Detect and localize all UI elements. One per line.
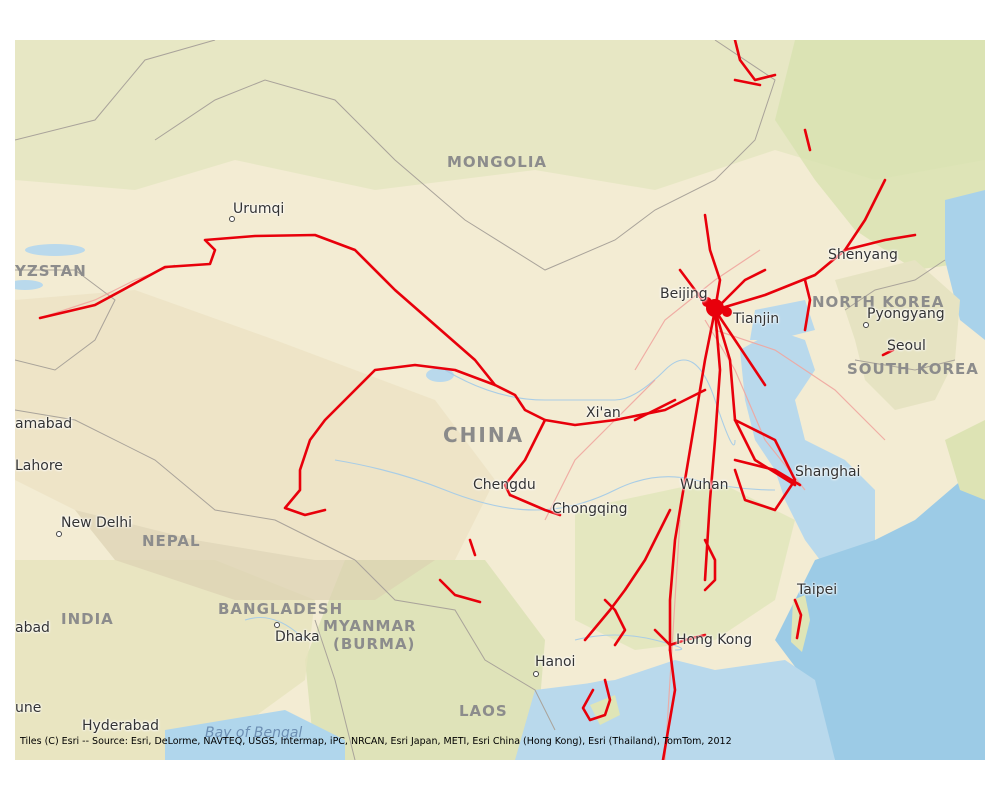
country-borders bbox=[15, 40, 956, 760]
label-chongqing: Chongqing bbox=[552, 501, 628, 517]
land-green-india bbox=[15, 560, 315, 760]
city-dot-hanoi bbox=[533, 671, 539, 677]
route-fujian bbox=[703, 538, 717, 592]
land-japan bbox=[945, 420, 985, 500]
land-green-manchuria bbox=[775, 40, 985, 270]
label-chengdu: Chengdu bbox=[473, 477, 536, 493]
land-korea bbox=[835, 260, 960, 410]
label-urumqi: Urumqi bbox=[233, 201, 285, 217]
label-dhaka: Dhaka bbox=[275, 629, 320, 645]
route-wuhan-west bbox=[633, 398, 677, 422]
label-mongolia: MONGOLIA bbox=[447, 153, 548, 171]
label-pyongyang: Pyongyang bbox=[867, 306, 945, 322]
label-nepal: NEPAL bbox=[142, 532, 201, 550]
city-dot-new-delhi bbox=[56, 531, 62, 537]
label-laos: LAOS bbox=[459, 702, 508, 720]
route-harbin-2 bbox=[733, 78, 762, 87]
label-wuhan: Wuhan bbox=[680, 477, 729, 493]
route-dalian bbox=[803, 278, 812, 332]
label-bangladesh: BANGLADESH bbox=[218, 600, 344, 618]
route-shenyang bbox=[713, 178, 887, 312]
route-shanghai-2 bbox=[733, 458, 802, 487]
label-myanmar: MYANMAR bbox=[323, 617, 417, 635]
route-qinghai bbox=[283, 363, 497, 517]
label-india: INDIA bbox=[61, 610, 114, 628]
lake-issyk bbox=[15, 280, 43, 290]
label-islamabad: amabad bbox=[15, 416, 73, 432]
route-xinjiang bbox=[38, 233, 497, 387]
routes-main bbox=[38, 40, 917, 760]
route-hk bbox=[653, 628, 707, 647]
terrain-himalaya bbox=[75, 510, 435, 600]
route-harbin bbox=[733, 40, 777, 82]
label-abad: abad bbox=[15, 620, 50, 636]
label-pune: une bbox=[15, 700, 42, 716]
route-guangxi bbox=[603, 598, 627, 647]
label-hyderabad: Hyderabad bbox=[82, 718, 159, 734]
land-green-indochina bbox=[305, 560, 545, 760]
terrain-tibet bbox=[15, 290, 495, 560]
label-lahore: Lahore bbox=[15, 458, 63, 474]
label-china: CHINA bbox=[443, 423, 525, 447]
label-bay-of-bengal: Bay of Bengal bbox=[205, 725, 303, 741]
city-dot-urumqi bbox=[229, 216, 235, 222]
label-north-korea: NORTH KOREA bbox=[812, 293, 945, 311]
sea-bohai-inner bbox=[750, 300, 815, 340]
label-hanoi: Hanoi bbox=[535, 654, 576, 670]
route-yunnan-2 bbox=[468, 538, 477, 557]
label-taipei: Taipei bbox=[797, 582, 838, 598]
lake-balkhash bbox=[25, 244, 85, 256]
route-beijing-northeast bbox=[713, 268, 767, 312]
route-beijing-north bbox=[703, 213, 722, 312]
route-shenyang-2 bbox=[843, 233, 917, 252]
bay-of-bengal bbox=[165, 710, 345, 760]
beijing-hub bbox=[702, 297, 732, 317]
label-seoul: Seoul bbox=[887, 338, 926, 354]
city-dot-pyongyang bbox=[863, 322, 869, 328]
label-south-korea: SOUTH KOREA bbox=[847, 360, 979, 378]
label-shanghai: Shanghai bbox=[795, 464, 861, 480]
route-chongqing bbox=[508, 493, 562, 517]
route-longhai bbox=[493, 383, 707, 427]
map-attribution: Tiles (C) Esri -- Source: Esri, DeLorme,… bbox=[20, 736, 732, 747]
sea-east-china bbox=[775, 460, 985, 760]
label-xian: Xi'an bbox=[586, 405, 621, 421]
route-east bbox=[713, 308, 767, 387]
route-korea bbox=[881, 348, 895, 357]
label-beijing: Beijing bbox=[660, 286, 708, 302]
sea-bohai-yellow bbox=[740, 330, 875, 580]
route-jingguang bbox=[668, 308, 717, 652]
route-chengdu bbox=[503, 418, 547, 497]
route-hainan bbox=[581, 678, 612, 722]
label-tianjin: Tianjin bbox=[733, 311, 780, 327]
city-dot-dhaka bbox=[274, 622, 280, 628]
route-dl-small bbox=[803, 128, 812, 152]
label-hong-kong: Hong Kong bbox=[676, 632, 753, 648]
gulf-tonkin bbox=[545, 680, 615, 740]
label-shenyang: Shenyang bbox=[828, 247, 898, 263]
map-frame[interactable]: MONGOLIA CHINA NORTH KOREA SOUTH KOREA N… bbox=[15, 40, 985, 760]
land-green-south bbox=[575, 480, 795, 650]
route-mid bbox=[703, 308, 722, 582]
route-yunnan bbox=[438, 578, 482, 604]
route-shanghai-net bbox=[733, 418, 797, 512]
sea-japan bbox=[945, 190, 985, 340]
route-south-west bbox=[583, 508, 672, 642]
label-kyrgyzstan: YZSTAN bbox=[15, 262, 87, 280]
label-new-delhi: New Delhi bbox=[61, 515, 133, 531]
route-hk-main bbox=[661, 648, 677, 760]
map-canvas[interactable] bbox=[15, 40, 985, 760]
route-taiwan bbox=[793, 598, 803, 640]
label-burma: (BURMA) bbox=[333, 635, 416, 653]
